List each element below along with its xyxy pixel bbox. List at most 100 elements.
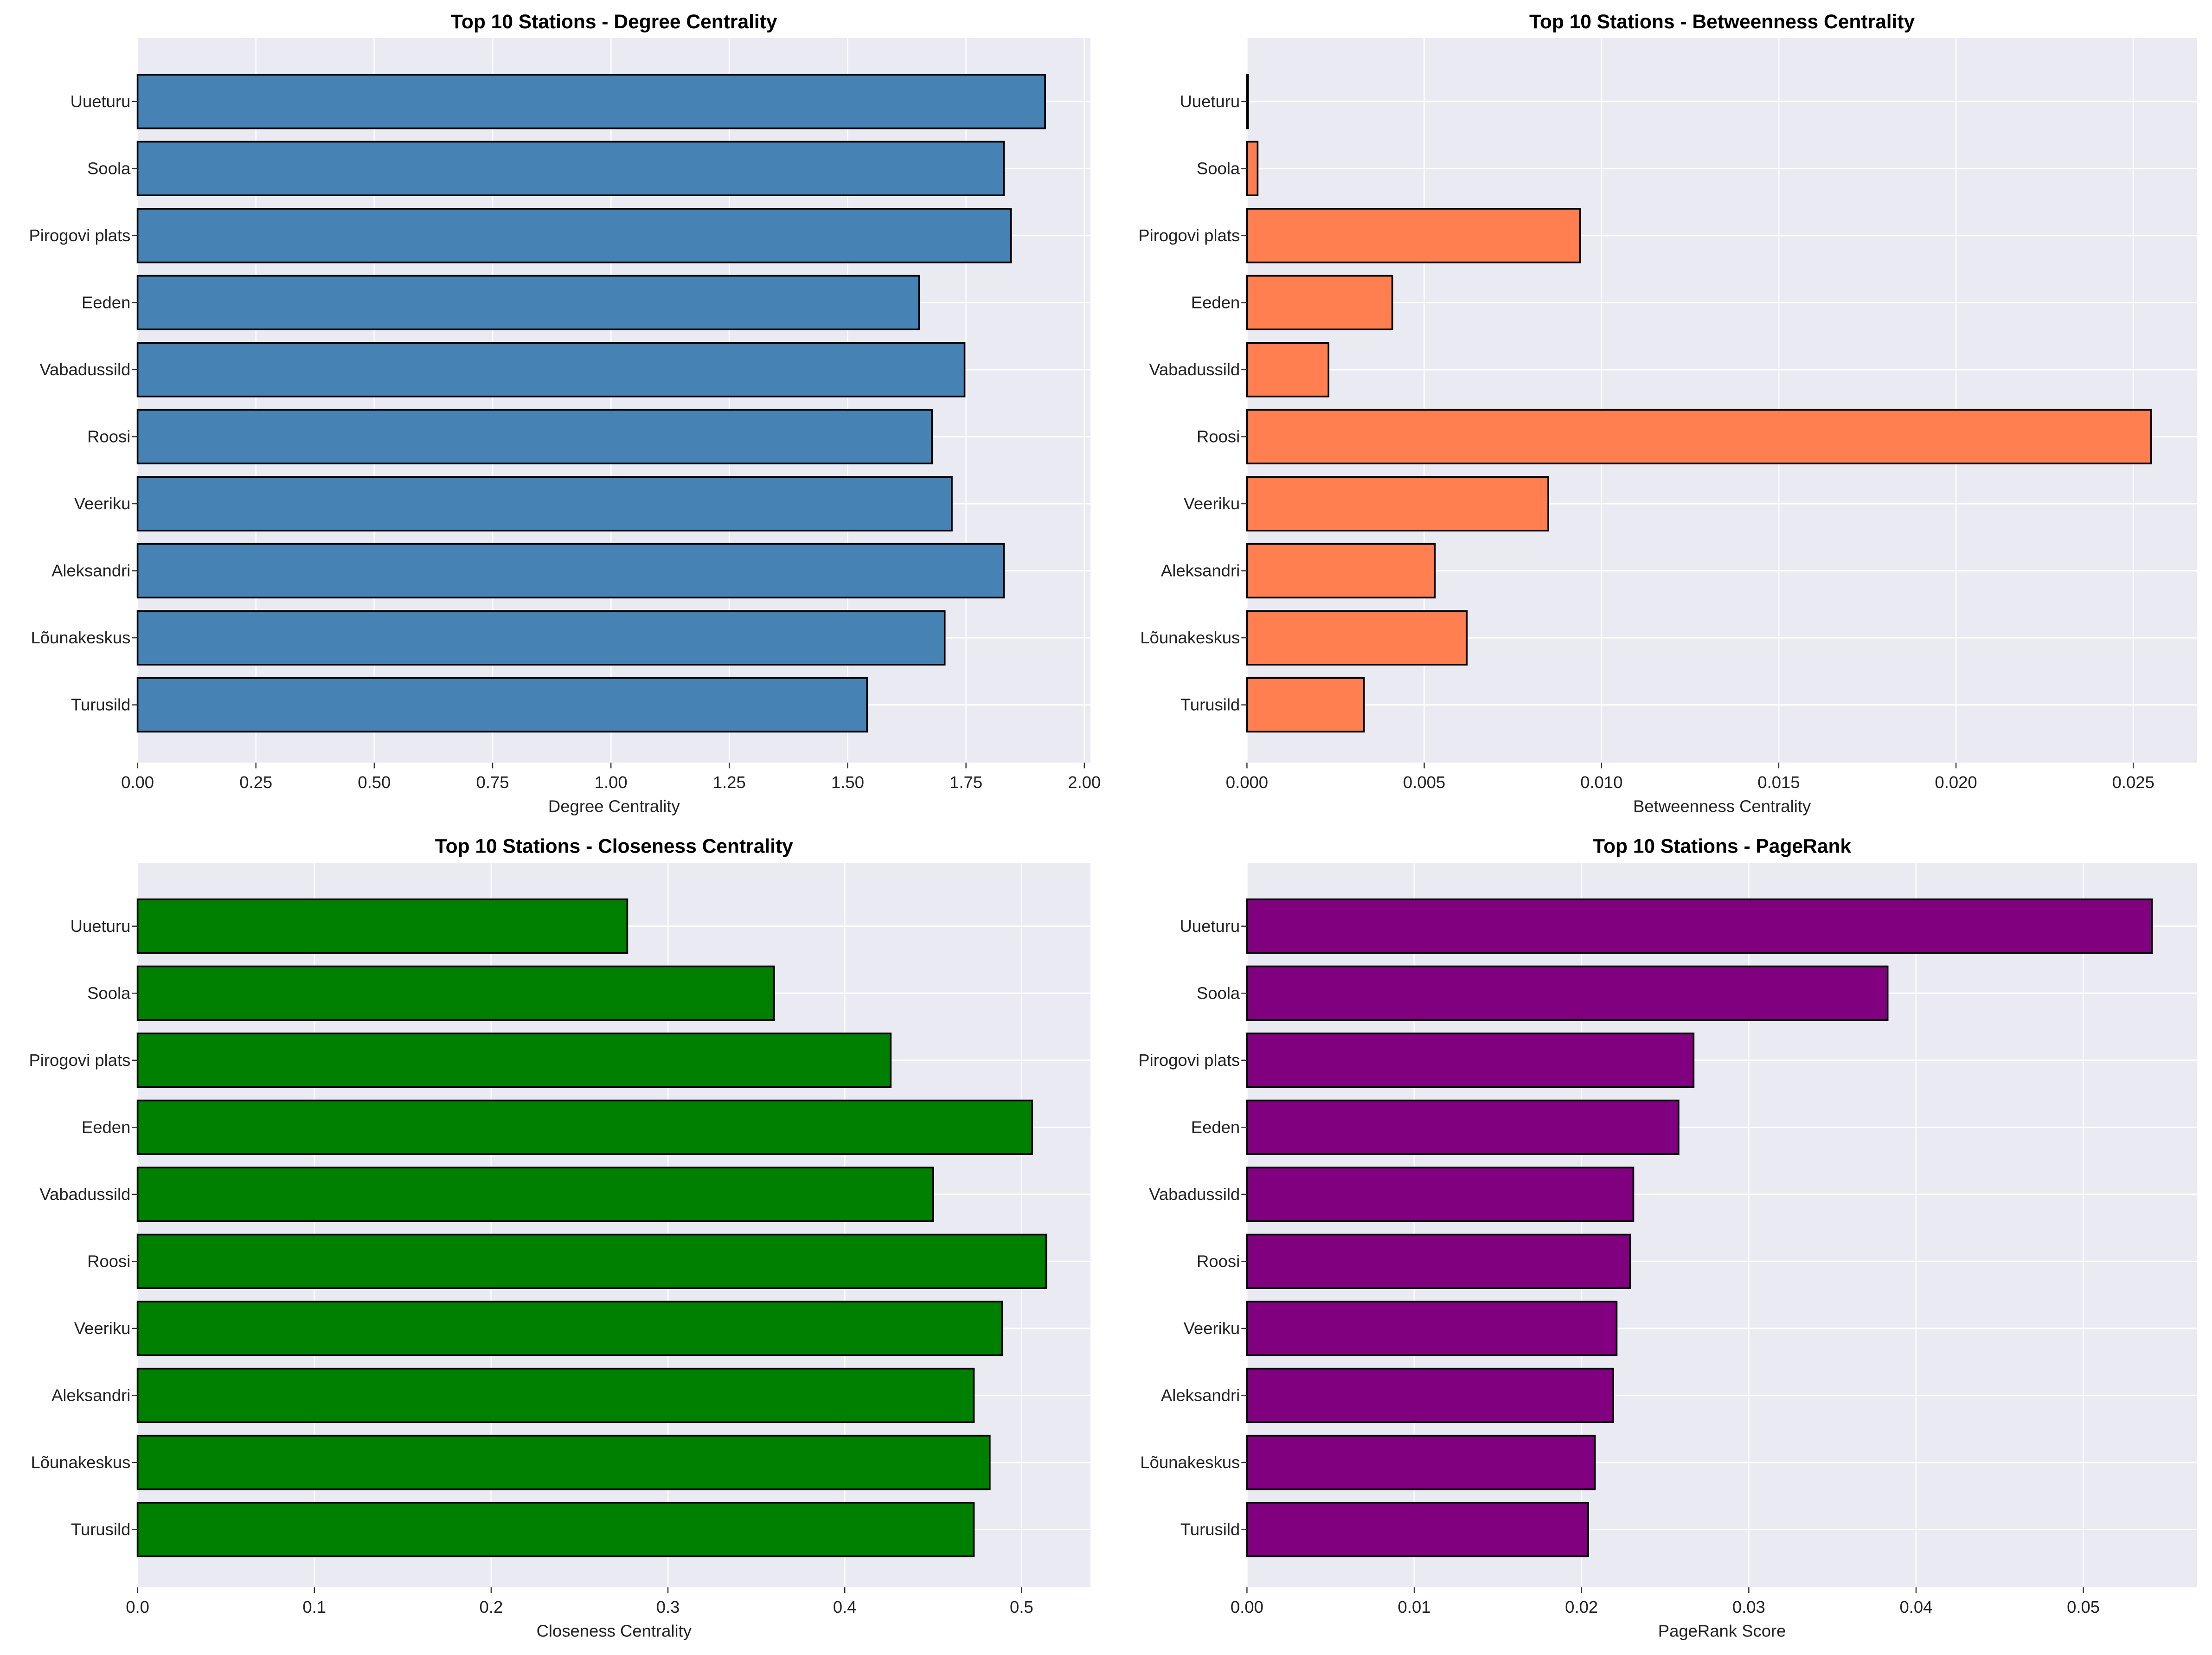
x-tick-label: 0.010 xyxy=(1580,773,1622,792)
y-tick-label: Roosi xyxy=(87,427,130,446)
y-tick-label: Soola xyxy=(87,159,131,178)
y-tick-label: Veeriku xyxy=(74,1319,131,1338)
bar-pirogovi-plats xyxy=(136,1033,892,1088)
chart-panel-4: 0.00 0.01 0.02 0.03 0.04 0.05 Uueturu Soola Piro… xyxy=(1138,835,2197,1640)
y-tick-label: Eeden xyxy=(1191,293,1240,312)
x-tick-label: 0.3 xyxy=(656,1597,680,1617)
y-tick-label: Turusild xyxy=(1180,695,1240,714)
y-tick-label: Vabadussild xyxy=(39,1185,130,1204)
x-tick-label: 2.00 xyxy=(1068,773,1101,792)
y-tick-label: Veeriku xyxy=(74,494,131,513)
x-tick-label: 0.00 xyxy=(1231,1597,1263,1617)
bar-veeriku xyxy=(1246,476,1549,532)
x-tick-label: 0.03 xyxy=(1732,1597,1765,1617)
bar-soola xyxy=(136,141,1005,196)
y-tick-label: Roosi xyxy=(1197,427,1240,446)
chart-panel-3: 0.0 0.1 0.2 0.3 0.4 0.5 Uueturu Soola Pirogovi p… xyxy=(29,835,1091,1640)
y-tick-label: Turusild xyxy=(71,695,130,714)
bar-aleksandri xyxy=(1246,543,1436,599)
y-tick-label: Eeden xyxy=(82,1117,130,1136)
y-tick-label: Pirogovi plats xyxy=(1138,1051,1240,1070)
y-tick-label: Roosi xyxy=(1197,1252,1240,1271)
bar-uueturu xyxy=(136,898,628,954)
y-tick-label: Lõunakeskus xyxy=(31,628,130,647)
x-axis-label: Closeness Centrality xyxy=(537,1621,692,1640)
bar-lõunakeskus xyxy=(136,1435,991,1490)
y-tick-label: Soola xyxy=(1197,983,1240,1002)
bar-eeden xyxy=(136,275,920,331)
bar-turusild xyxy=(136,1501,975,1558)
y-tick-label: Pirogovi plats xyxy=(1138,226,1240,245)
x-tick-label: 0.02 xyxy=(1565,1597,1598,1617)
y-tick-label: Soola xyxy=(87,983,131,1002)
bar-turusild xyxy=(136,677,868,733)
x-tick-label: 0.5 xyxy=(1010,1597,1033,1617)
y-tick-label: Lõunakeskus xyxy=(1140,628,1240,647)
y-tick-label: Veeriku xyxy=(1184,494,1240,513)
bar-pirogovi-plats xyxy=(1246,208,1581,263)
bar-roosi xyxy=(136,409,933,465)
y-tick-label: Uueturu xyxy=(71,917,131,936)
bar-veeriku xyxy=(136,476,953,532)
bar-veeriku xyxy=(136,1301,1003,1356)
bar-veeriku xyxy=(1246,1301,1618,1356)
y-tick-label: Uueturu xyxy=(1180,917,1240,936)
y-tick-label: Aleksandri xyxy=(51,1386,130,1405)
chart-panel-2: 0.000 0.005 0.010 0.015 0.020 0.025 Uueturu Soo… xyxy=(1138,11,2197,816)
bar-lõunakeskus xyxy=(136,610,946,666)
x-tick-label: 0.0 xyxy=(126,1597,149,1617)
bar-lõunakeskus xyxy=(1246,1435,1596,1490)
bar-soola xyxy=(136,965,775,1021)
bar-pirogovi-plats xyxy=(1246,1033,1695,1088)
x-tick-label: 0.1 xyxy=(302,1597,326,1617)
y-tick-label: Aleksandri xyxy=(1161,561,1240,580)
bar-eeden xyxy=(136,1099,1033,1155)
chart-title: Top 10 Stations - Closeness Centrality xyxy=(435,835,793,858)
x-tick-label: 0.00 xyxy=(121,773,154,792)
x-tick-label: 0.025 xyxy=(2112,773,2154,792)
y-tick-label: Roosi xyxy=(87,1252,130,1271)
y-tick-label: Turusild xyxy=(1180,1520,1240,1539)
bar-roosi xyxy=(136,1233,1047,1289)
y-tick-label: Vabadussild xyxy=(39,360,130,379)
y-tick-label: Eeden xyxy=(82,293,130,312)
bar-pirogovi-plats xyxy=(136,208,1012,263)
bar-eeden xyxy=(1246,1099,1680,1155)
bar-lõunakeskus xyxy=(1246,610,1468,666)
y-tick-label: Veeriku xyxy=(1184,1319,1240,1338)
y-tick-label: Aleksandri xyxy=(1161,1386,1240,1405)
bar-soola xyxy=(1246,141,1259,196)
bar-aleksandri xyxy=(1246,1367,1615,1424)
chart-panel-1: 0.00 0.25 0.50 0.75 1.00 1.25 1.50 1.75 2.00 Uuet… xyxy=(29,11,1101,816)
bar-uueturu xyxy=(1246,898,2153,954)
x-tick-label: 0.05 xyxy=(2067,1597,2100,1617)
bar-vabadussild xyxy=(1246,342,1330,398)
y-tick-label: Uueturu xyxy=(1180,92,1240,111)
x-tick-label: 0.020 xyxy=(1935,773,1977,792)
chart-title: Top 10 Stations - Degree Centrality xyxy=(451,11,777,33)
bar-vabadussild xyxy=(136,342,966,398)
bar-eeden xyxy=(1246,275,1393,331)
bar-aleksandri xyxy=(136,1367,975,1424)
chart-title: Top 10 Stations - Betweenness Centrality xyxy=(1529,11,1915,33)
bar-roosi xyxy=(1246,409,2152,465)
bar-uueturu xyxy=(136,74,1046,129)
x-tick-label: 0.75 xyxy=(476,773,509,792)
x-tick-label: 0.25 xyxy=(239,773,272,792)
y-tick-label: Aleksandri xyxy=(51,561,130,580)
bar-vabadussild xyxy=(136,1167,934,1222)
x-tick-label: 0.015 xyxy=(1757,773,1800,792)
bar-turusild xyxy=(1246,677,1365,733)
chart-title: Top 10 Stations - PageRank xyxy=(1593,835,1851,858)
x-tick-label: 1.50 xyxy=(831,773,864,792)
bar-soola xyxy=(1246,965,1889,1021)
x-tick-label: 0.2 xyxy=(480,1597,503,1617)
y-tick-label: Vabadussild xyxy=(1149,1185,1240,1204)
x-tick-label: 0.50 xyxy=(358,773,391,792)
y-tick-label: Lõunakeskus xyxy=(1140,1453,1240,1472)
bar-vabadussild xyxy=(1246,1167,1635,1222)
x-tick-label: 0.01 xyxy=(1398,1597,1431,1617)
bar-aleksandri xyxy=(136,543,1005,599)
y-tick-label: Pirogovi plats xyxy=(29,226,130,245)
